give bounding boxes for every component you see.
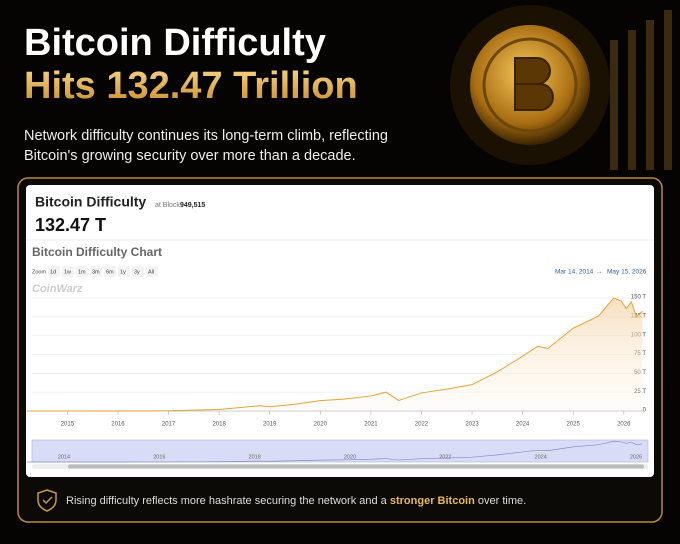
zoom-button-label[interactable]: 1d <box>50 269 56 275</box>
range-start: Mar 14, 2014 <box>555 269 594 276</box>
navigator-tick-label: 2018 <box>249 454 261 460</box>
range-arrow: → <box>596 269 603 276</box>
chart-title: Bitcoin Difficulty Chart <box>32 245 162 259</box>
area <box>26 298 643 411</box>
zoom-label: Zoom <box>32 269 46 275</box>
zoom-button-label[interactable]: All <box>148 269 154 275</box>
x-tick-label: 2017 <box>162 422 176 428</box>
zoom-button[interactable] <box>62 266 74 277</box>
zoom-button-label[interactable]: 6m <box>106 269 114 275</box>
navigator-tick-label: 2024 <box>535 454 547 460</box>
x-tick-label: 2018 <box>212 422 226 428</box>
block-label: at Block <box>155 202 180 209</box>
zoom-button[interactable] <box>104 266 116 277</box>
x-tick-label: 2016 <box>111 422 125 428</box>
footer-text: Rising difficulty reflects more hashrate… <box>66 495 526 507</box>
navigator-line <box>26 441 643 463</box>
zoom-button-label[interactable]: 1m <box>78 269 86 275</box>
y-tick-label: 150 T <box>631 295 647 301</box>
x-tick-label: 2020 <box>314 422 328 428</box>
y-tick-label: 0 <box>643 408 647 414</box>
zoom-button[interactable] <box>132 266 144 277</box>
footer-bold: stronger Bitcoin <box>390 495 475 507</box>
footer-text-end: over time. <box>475 495 526 507</box>
x-tick-label: 2025 <box>567 422 581 428</box>
line <box>26 297 643 412</box>
scrollbar-thumb[interactable] <box>68 464 644 469</box>
x-tick-label: 2019 <box>263 422 277 428</box>
card-title: Bitcoin Difficulty <box>35 194 146 210</box>
title-line2: Hits 132.47 Trillion <box>24 65 358 107</box>
navigator-tick-label: 2022 <box>439 454 451 460</box>
footer: Rising difficulty reflects more hashrate… <box>37 489 526 512</box>
x-tick-label: 2023 <box>465 422 479 428</box>
subtitle: Bitcoin's growing security over more tha… <box>24 148 356 164</box>
block-number: 949,515 <box>180 202 205 209</box>
current-value: 132.47 T <box>35 215 106 235</box>
zoom-button[interactable] <box>90 266 102 277</box>
x-tick-label: 2026 <box>617 422 631 428</box>
x-tick-label: 2021 <box>364 422 378 428</box>
x-tick-label: 2024 <box>516 422 530 428</box>
zoom-button-label[interactable]: 1w <box>64 269 71 275</box>
navigator-tick-label: 2026 <box>630 454 642 460</box>
title-line1: Bitcoin Difficulty <box>24 22 326 64</box>
zoom-button-label[interactable]: 1y <box>120 269 126 275</box>
zoom-button-label[interactable]: 3y <box>134 269 140 275</box>
footer-text-start: Rising difficulty reflects more hashrate… <box>66 495 390 507</box>
zoom-button[interactable] <box>146 266 158 277</box>
zoom-button[interactable] <box>118 266 130 277</box>
range-end: May 15, 2026 <box>607 269 647 276</box>
x-tick-label: 2022 <box>415 422 429 428</box>
zoom-button-label[interactable]: 3m <box>92 269 100 275</box>
subtitle: Network difficulty continues its long-te… <box>24 128 388 144</box>
zoom-button[interactable] <box>76 266 88 277</box>
watermark: CoinWarz <box>32 283 83 295</box>
navigator-tick-label: 2014 <box>58 454 70 460</box>
x-tick-label: 2015 <box>61 422 75 428</box>
zoom-button[interactable] <box>48 266 60 277</box>
coin-art <box>450 5 672 170</box>
navigator <box>31 439 649 463</box>
navigator-tick-label: 2020 <box>344 454 356 460</box>
navigator-tick-label: 2016 <box>153 454 165 460</box>
chart-panel <box>26 185 654 477</box>
